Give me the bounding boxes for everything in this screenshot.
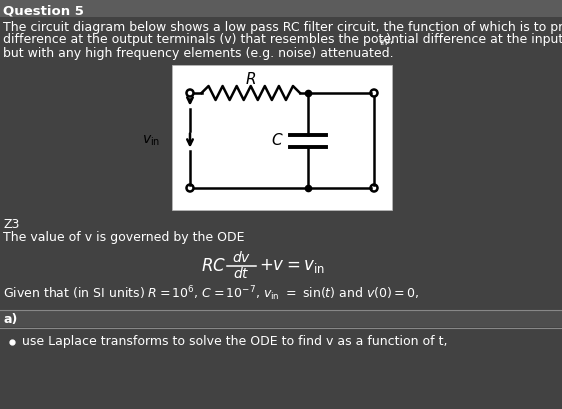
Text: in: in [379, 38, 387, 47]
Text: R: R [246, 72, 256, 88]
Text: $dv$: $dv$ [232, 250, 251, 265]
Bar [0, 0, 562, 17]
Bar [0, 311, 562, 327]
Text: The circuit diagram below shows a low pass RC filter circuit, the function of wh: The circuit diagram below shows a low pa… [3, 20, 562, 34]
Text: The value of v is governed by the ODE: The value of v is governed by the ODE [3, 231, 244, 245]
Text: Given that (in SI units) $R = 10^6$, $C = 10^{-7}$, $v_{\rm in}$ $=$ sin($t$) an: Given that (in SI units) $R = 10^6$, $C … [3, 285, 419, 303]
Text: Z3: Z3 [3, 218, 19, 231]
Text: C: C [271, 133, 282, 148]
Text: $dt$: $dt$ [233, 267, 250, 281]
Text: Question 5: Question 5 [3, 4, 84, 18]
Text: but with any high frequency elements (e.g. noise) attenuated.: but with any high frequency elements (e.… [3, 47, 393, 59]
Text: $RC$: $RC$ [201, 257, 226, 275]
Text: difference at the output terminals (v) that resembles the potential difference a: difference at the output terminals (v) t… [3, 34, 562, 47]
Text: ),: ), [386, 34, 395, 47]
Text: $+ v = v_{\rm in}$: $+ v = v_{\rm in}$ [259, 257, 325, 275]
Text: a): a) [3, 312, 17, 326]
Text: $v_{\rm in}$: $v_{\rm in}$ [142, 133, 160, 148]
Text: use Laplace transforms to solve the ODE to find v as a function of t,: use Laplace transforms to solve the ODE … [22, 335, 447, 348]
Bar [172, 65, 392, 210]
